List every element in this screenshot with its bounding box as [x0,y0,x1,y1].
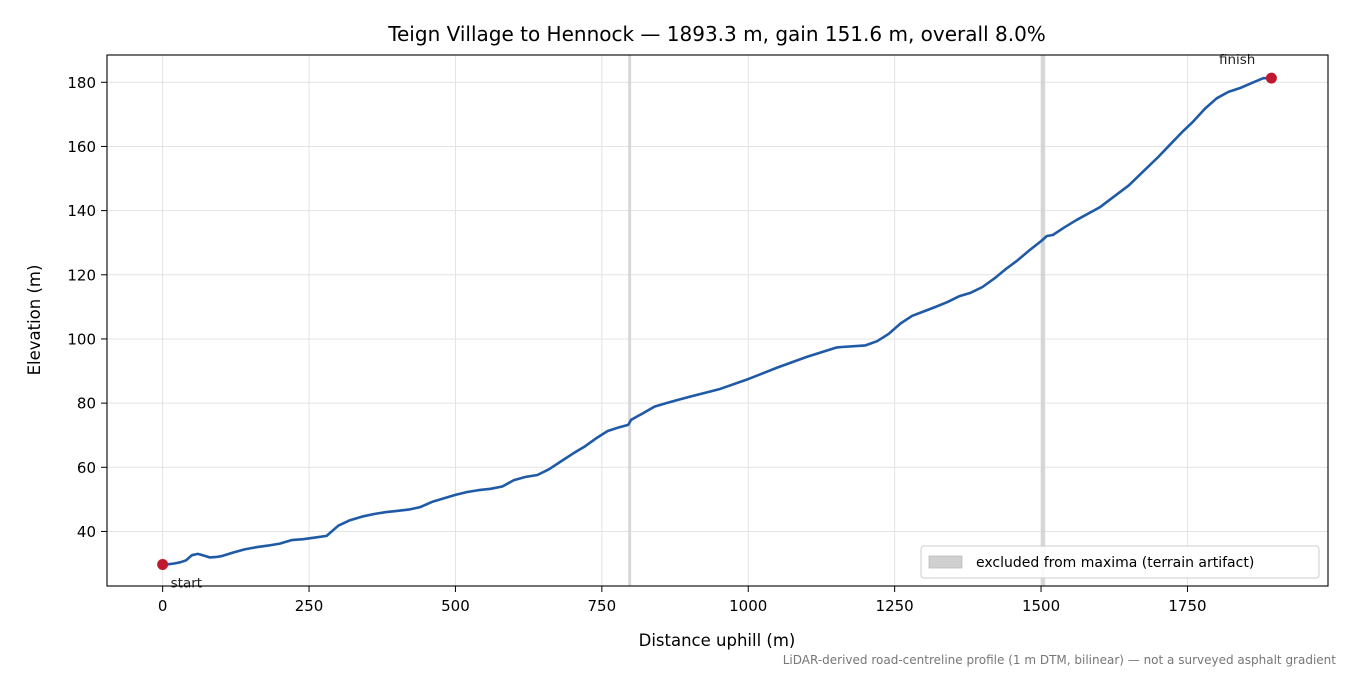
plot-frame [106,54,1329,587]
legend-swatch [928,555,963,569]
x-tick-label: 1750 [1168,597,1206,615]
x-tick-label: 1500 [1022,597,1060,615]
x-tick-label: 0 [158,597,168,615]
endpoint-label-start: start [171,576,202,592]
endpoint-marker-start [157,559,169,571]
legend-box [920,545,1320,579]
chart-title: Teign Village to Hennock — 1893.3 m, gai… [387,22,1046,46]
endpoint-markers: start finish [157,52,1277,592]
excluded-bands [628,55,1046,586]
excluded-band [1041,55,1046,586]
y-tick-label: 100 [67,330,96,348]
y-axis-label: Elevation (m) [25,265,44,376]
endpoint-marker-finish [1265,72,1277,84]
y-tick-label: 40 [77,523,96,541]
elevation-line [161,76,1273,566]
x-tick-label: 1000 [729,597,767,615]
y-tick-label: 80 [77,395,96,413]
x-axis-ticks: 0 250 500 750 1000 1250 1500 1750 [158,586,1207,615]
endpoint-label-finish: finish [1219,52,1255,68]
y-tick-label: 160 [67,138,96,156]
legend: excluded from maxima (terrain artifact) [920,545,1320,579]
y-tick-label: 120 [67,266,96,284]
x-tick-label: 1250 [876,597,914,615]
footnote: LiDAR-derived road-centreline profile (1… [783,653,1337,667]
y-tick-label: 140 [67,202,96,220]
x-axis-label: Distance uphill (m) [639,631,796,650]
grid-lines [107,55,1328,586]
legend-label: excluded from maxima (terrain artifact) [976,555,1254,571]
y-axis-ticks: 40 60 80 100 120 140 160 180 [67,74,107,541]
x-tick-label: 250 [295,597,324,615]
y-tick-label: 180 [67,74,96,92]
y-tick-label: 60 [77,459,96,477]
x-tick-label: 500 [441,597,470,615]
excluded-band [628,55,632,586]
x-tick-label: 750 [588,597,617,615]
